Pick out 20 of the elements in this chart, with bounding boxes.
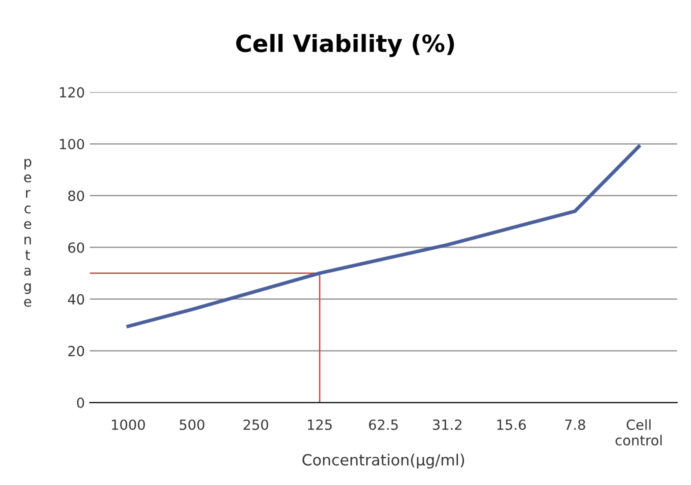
text: percentage xyxy=(24,158,32,307)
chart-title: Cell Viability (%) xyxy=(236,34,454,57)
y-tick-label: 20 xyxy=(68,346,84,356)
line-series xyxy=(126,144,641,328)
x-tick-label: 1000 xyxy=(112,419,145,430)
x-tick-label: 15.6 xyxy=(497,419,526,430)
x-tick-label: 7.8 xyxy=(565,419,586,430)
x-tick-label: 500 xyxy=(180,419,204,430)
y-tick-label: 0 xyxy=(77,398,84,408)
y-tick-label: 60 xyxy=(68,242,84,253)
y-tick-label: 80 xyxy=(68,190,84,202)
y-tick-label: 40 xyxy=(68,294,84,305)
x-tick-label: 250 xyxy=(244,419,268,430)
y-tick-label: 100 xyxy=(60,138,84,150)
x-tick-label: 62.5 xyxy=(369,419,398,430)
x-tick-label: 31.2 xyxy=(432,419,462,430)
x-tick-label: Cell control xyxy=(616,419,662,446)
x-axis-title: Concentration(µg/ml) xyxy=(302,454,464,469)
x-tick-label: 125 xyxy=(308,419,332,430)
y-tick-label: 120 xyxy=(60,87,84,98)
